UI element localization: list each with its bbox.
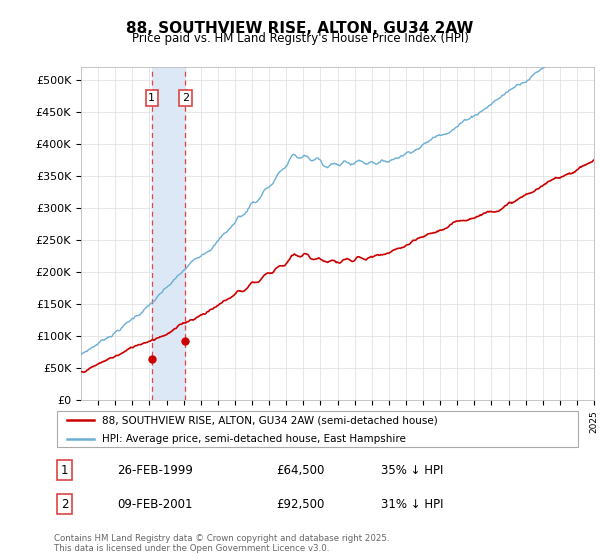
Text: 09-FEB-2001: 09-FEB-2001 [118,498,193,511]
Text: Price paid vs. HM Land Registry's House Price Index (HPI): Price paid vs. HM Land Registry's House … [131,32,469,45]
Text: 26-FEB-1999: 26-FEB-1999 [118,464,193,477]
Text: 2: 2 [182,93,189,103]
Text: 31% ↓ HPI: 31% ↓ HPI [382,498,444,511]
Text: 1: 1 [148,93,155,103]
Text: 88, SOUTHVIEW RISE, ALTON, GU34 2AW: 88, SOUTHVIEW RISE, ALTON, GU34 2AW [127,21,473,36]
FancyBboxPatch shape [56,411,578,447]
Text: 2: 2 [61,498,68,511]
Text: 1: 1 [61,464,68,477]
Text: 35% ↓ HPI: 35% ↓ HPI [382,464,444,477]
Text: 88, SOUTHVIEW RISE, ALTON, GU34 2AW (semi-detached house): 88, SOUTHVIEW RISE, ALTON, GU34 2AW (sem… [101,415,437,425]
Bar [152,67,185,400]
Text: Contains HM Land Registry data © Crown copyright and database right 2025.
This d: Contains HM Land Registry data © Crown c… [54,534,389,553]
Text: £64,500: £64,500 [276,464,324,477]
Text: HPI: Average price, semi-detached house, East Hampshire: HPI: Average price, semi-detached house,… [101,434,406,444]
Text: £92,500: £92,500 [276,498,324,511]
